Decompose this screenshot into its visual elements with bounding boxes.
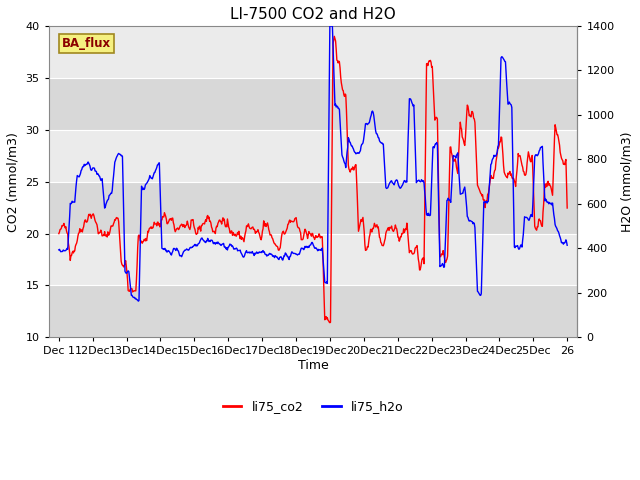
Bar: [49, 78, 577, 130]
Bar: [49, 130, 577, 181]
Bar: [49, 234, 577, 286]
Title: LI-7500 CO2 and H2O: LI-7500 CO2 and H2O: [230, 7, 396, 22]
Bar: [49, 26, 577, 78]
Bar: [49, 181, 577, 234]
Bar: [49, 286, 577, 337]
Y-axis label: H2O (mmol/m3): H2O (mmol/m3): [620, 132, 633, 232]
X-axis label: Time: Time: [298, 359, 328, 372]
Y-axis label: CO2 (mmol/m3): CO2 (mmol/m3): [7, 132, 20, 231]
Legend: li75_co2, li75_h2o: li75_co2, li75_h2o: [218, 396, 408, 419]
Text: BA_flux: BA_flux: [62, 37, 111, 50]
